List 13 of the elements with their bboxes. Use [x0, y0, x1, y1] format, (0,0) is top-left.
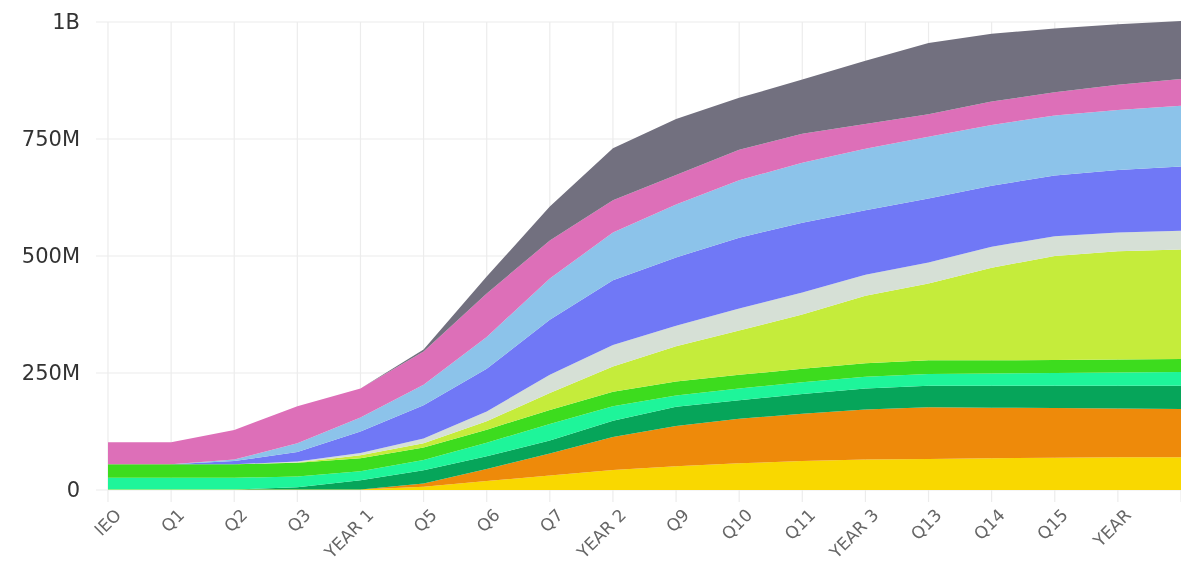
x-tick-label: Q3: [283, 504, 315, 537]
x-tick-label: Q7: [535, 504, 567, 537]
x-tick-label: Q1: [156, 504, 189, 537]
x-tick-label: IEO: [90, 504, 126, 540]
y-tick-label: 1B: [52, 10, 80, 35]
y-tick-label: 0: [66, 478, 80, 503]
x-tick-label: Q6: [472, 504, 504, 537]
x-tick-label: Q5: [409, 504, 441, 537]
y-tick-label: 750M: [21, 127, 80, 152]
y-tick-label: 250M: [21, 361, 80, 386]
x-tick-label: Q2: [220, 504, 252, 537]
y-tick-label: 500M: [21, 244, 80, 269]
x-tick-label: Q9: [661, 504, 694, 537]
